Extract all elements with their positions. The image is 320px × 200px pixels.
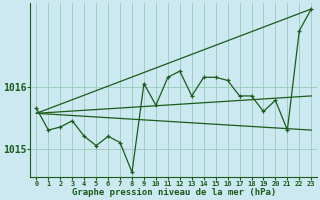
- X-axis label: Graphe pression niveau de la mer (hPa): Graphe pression niveau de la mer (hPa): [72, 188, 276, 197]
